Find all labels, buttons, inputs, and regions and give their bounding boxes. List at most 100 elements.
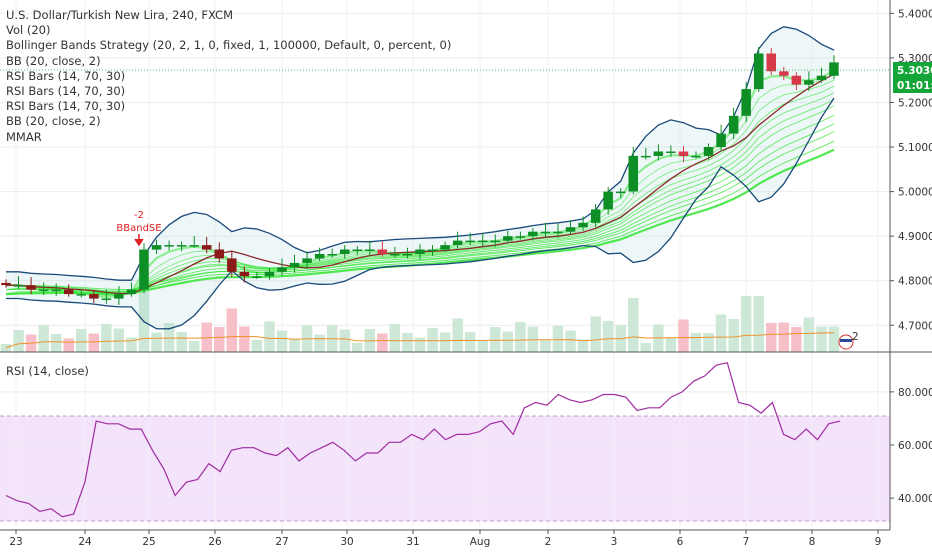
time-tick-label: 24 (78, 536, 92, 548)
candle-body (716, 133, 726, 148)
legend-bb-strategy: Bollinger Bands Strategy (20, 2, 1, 0, f… (6, 38, 452, 53)
time-tick-label: 8 (809, 536, 816, 548)
legend-bb-2: BB (20, close, 2) (6, 114, 101, 129)
candle-body (603, 191, 613, 210)
volume-bar (791, 327, 802, 352)
candle-body (151, 245, 162, 250)
candle-body (202, 245, 212, 250)
candle-body (277, 267, 287, 272)
price-axis-ticks: 5.40000 5.30000 5.20000 5.10000 5.00000 4.900… (890, 8, 932, 332)
volume-bar (138, 287, 150, 352)
time-tick-label: Aug (470, 536, 491, 548)
volume-bar (540, 340, 551, 352)
candle-body (440, 245, 450, 250)
volume-bar (477, 341, 488, 352)
candle-body (741, 89, 751, 116)
volume-bar (439, 332, 451, 352)
candle-body (289, 262, 300, 268)
bb-lower-line (6, 97, 835, 330)
candle-body (515, 236, 526, 238)
candle-body (38, 289, 49, 292)
volume-bar (803, 317, 815, 352)
candle-body (829, 62, 839, 76)
volume-bar (402, 333, 413, 352)
volume-bar (766, 323, 777, 352)
time-tick-label: 30 (340, 536, 353, 548)
volume-bar (226, 308, 237, 352)
candle-body (89, 294, 99, 299)
volume-bar (264, 321, 275, 352)
candle-body (340, 249, 350, 254)
strategy-signal: -2 BBandSE (116, 210, 162, 247)
candle-body (590, 209, 601, 223)
candle-body (452, 240, 463, 246)
candle-body (490, 240, 500, 243)
volume-bar (101, 324, 112, 352)
price-tick-label: 5.20000 (898, 97, 932, 109)
volume-bar (0, 344, 12, 352)
candle-body (641, 155, 651, 158)
candle-body (503, 236, 513, 241)
countdown-value: 01:01:10 (897, 80, 932, 92)
time-tick-label: 23 (9, 536, 22, 548)
time-tick-label: 2 (545, 536, 552, 548)
volume-ma-line (5, 332, 835, 349)
volume-bar (214, 327, 225, 352)
last-price-value: 5.30302 (897, 65, 932, 77)
volume-bar (126, 337, 137, 352)
volume-bar (389, 324, 401, 352)
candle-body (666, 151, 676, 153)
candle-body (791, 75, 802, 85)
time-tick-label: 31 (406, 536, 419, 548)
time-tick-label: 26 (208, 536, 222, 548)
candle-body (189, 245, 199, 247)
candle-body (540, 231, 551, 234)
volume-bar (188, 341, 200, 352)
event-badge: 2 (838, 331, 859, 350)
volume-bar (678, 319, 689, 352)
volume-bar (640, 343, 651, 352)
rsi-overbought-band (0, 416, 890, 521)
candle-body (51, 289, 61, 292)
time-tick-label: 7 (743, 536, 750, 548)
candle-body (13, 285, 24, 287)
volume-bar (816, 326, 827, 352)
candle-body (1, 282, 11, 286)
volume-bar (552, 326, 564, 352)
candle-body (816, 75, 827, 81)
indicator-legend: U.S. Dollar/Turkish New Lira, 240, FXCM … (6, 8, 451, 145)
candle-body (478, 240, 488, 243)
candle-body (164, 245, 174, 247)
volume-bar (628, 298, 639, 352)
price-tick-label: 5.30000 (898, 53, 932, 65)
bb-fill (6, 26, 834, 329)
volume-bar (38, 325, 49, 352)
candle-body (402, 254, 413, 256)
candle-body (553, 231, 563, 234)
candle-body (390, 254, 400, 256)
candle-body (126, 289, 137, 295)
signal-name: BBandSE (116, 223, 161, 234)
candle-body (365, 249, 375, 251)
candle-body (101, 298, 112, 300)
candle-body (26, 285, 36, 290)
candle-body (176, 245, 187, 247)
volume-bar (13, 330, 24, 352)
volume-bar (602, 321, 614, 352)
volume-bar (828, 326, 840, 352)
volume-bar (690, 333, 702, 352)
candle-body (415, 249, 425, 254)
time-tick-label: 25 (142, 536, 155, 548)
candle-body (214, 249, 224, 259)
volume-bar (427, 328, 438, 352)
volume-bar (251, 340, 263, 352)
candle-body (703, 147, 714, 156)
volume-bar (452, 318, 463, 352)
candle-body (227, 258, 237, 272)
candle-body (678, 151, 689, 156)
candle-body (64, 289, 74, 295)
price-tick-label: 5.40000 (898, 8, 932, 20)
time-tick-label: 6 (677, 536, 684, 548)
candle-body (352, 249, 362, 251)
candle-body (804, 80, 814, 85)
